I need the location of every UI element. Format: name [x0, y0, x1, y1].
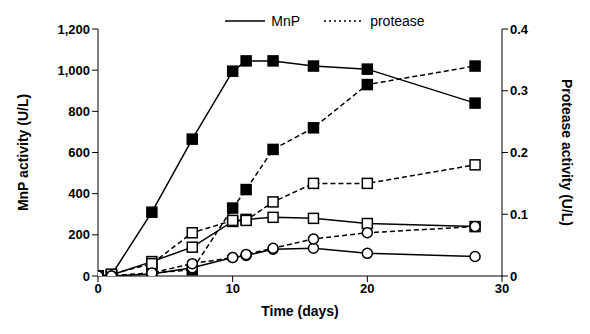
html-text:MnP: MnP: [271, 13, 301, 29]
svg-text:Time (days): Time (days): [261, 303, 339, 319]
svg-text:30: 30: [495, 281, 509, 296]
svg-text:400: 400: [68, 186, 90, 201]
svg-text:10: 10: [225, 281, 239, 296]
svg-text:800: 800: [68, 104, 90, 119]
svg-text:1,000: 1,000: [57, 63, 90, 78]
svg-text:MnP activity (U/L): MnP activity (U/L): [15, 94, 31, 211]
svg-text:0.2: 0.2: [510, 145, 528, 160]
svg-text:0.4: 0.4: [510, 22, 529, 37]
svg-text:200: 200: [68, 227, 90, 242]
html-text:protease: protease: [370, 13, 425, 29]
svg-text:1,200: 1,200: [57, 22, 90, 37]
svg-text:0.1: 0.1: [510, 207, 528, 222]
svg-text:20: 20: [360, 281, 374, 296]
svg-text:0: 0: [510, 269, 517, 284]
svg-text:0.3: 0.3: [510, 83, 528, 98]
svg-text:Protease activity (U/L): Protease activity (U/L): [559, 79, 575, 226]
svg-text:600: 600: [68, 145, 90, 160]
svg-text:0: 0: [94, 281, 101, 296]
svg-text:0: 0: [83, 269, 90, 284]
